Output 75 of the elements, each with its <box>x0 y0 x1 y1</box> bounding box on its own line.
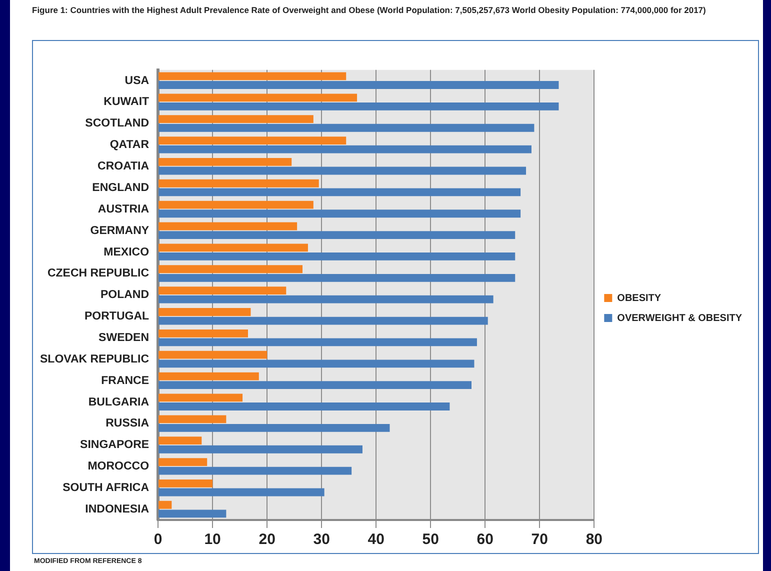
y-tick-label: SCOTLAND <box>85 118 150 130</box>
bar <box>158 372 259 380</box>
bar <box>158 145 532 154</box>
bar <box>158 188 521 196</box>
bar <box>158 316 488 325</box>
y-tick-label: FRANCE <box>101 374 150 387</box>
bar <box>158 329 248 338</box>
bar <box>158 445 362 454</box>
x-tick-label: 10 <box>204 531 221 548</box>
bar <box>158 308 251 316</box>
x-tick-label: 50 <box>422 531 439 548</box>
bar <box>158 338 477 346</box>
bar <box>158 94 358 102</box>
bar <box>158 115 314 124</box>
bar <box>158 252 516 260</box>
x-tick-label: 30 <box>313 531 330 548</box>
y-tick-label: MOROCCO <box>88 460 150 473</box>
y-tick-label: BULGARIA <box>88 396 150 408</box>
y-tick-label: QATAR <box>110 139 150 152</box>
bar <box>158 102 559 110</box>
bar <box>158 179 319 188</box>
y-tick-label: AUSTRIA <box>98 203 150 216</box>
bar <box>158 295 494 304</box>
bar <box>158 158 292 166</box>
bar <box>158 350 268 359</box>
bar <box>158 458 208 466</box>
bar <box>158 166 526 175</box>
x-tick-label: 20 <box>258 531 276 548</box>
bar <box>158 480 213 488</box>
y-tick-label: SOUTH AFRICA <box>62 482 150 494</box>
bar <box>158 244 308 252</box>
y-tick-label: GERMANY <box>90 224 150 237</box>
bar <box>158 394 243 402</box>
bar <box>158 381 472 390</box>
bar <box>158 231 516 239</box>
bar <box>158 265 303 274</box>
bar <box>158 274 516 282</box>
y-tick-label: KUWAIT <box>104 96 150 108</box>
bar <box>158 124 534 132</box>
bar <box>158 210 521 218</box>
y-tick-label: SWEDEN <box>98 332 150 344</box>
bar <box>158 415 226 424</box>
y-tick-label: MEXICO <box>104 246 150 258</box>
bar <box>158 360 474 368</box>
bar <box>158 402 450 410</box>
bar <box>158 510 226 518</box>
x-tick-label: 70 <box>531 531 548 548</box>
y-tick-label: POLAND <box>100 289 150 302</box>
bar <box>158 286 286 295</box>
chart-title: Figure 1: Countries with the Highest Adult Prevalence Rate of Overweight and Obese (World Population: 7,505,257,673 World Obesity Population: 774,000,000 for 2017) <box>32 4 707 16</box>
y-tick-label: PORTUGAL <box>84 310 150 323</box>
bar <box>158 436 202 445</box>
bar <box>158 424 390 432</box>
bar <box>158 466 352 475</box>
y-tick-label: SINGAPORE <box>80 439 150 452</box>
y-tick-label: SLOVAK REPUBLIC <box>40 353 150 366</box>
y-tick-label: CROATIA <box>98 160 150 173</box>
bar <box>158 136 346 144</box>
y-tick-label: RUSSIA <box>106 418 150 430</box>
bar <box>158 500 172 509</box>
y-tick-label: USA <box>124 74 150 87</box>
legend-label: OBESITY <box>617 292 662 304</box>
x-tick-label: 40 <box>368 531 384 548</box>
x-tick-label: 80 <box>586 531 603 548</box>
bar <box>158 81 559 89</box>
y-tick-label: CZECH REPUBLIC <box>47 268 150 280</box>
bar <box>158 488 324 496</box>
bar <box>158 72 346 80</box>
legend-label: OVERWEIGHT & OBESITY <box>617 312 742 324</box>
bar <box>158 200 314 209</box>
x-tick-label: 0 <box>154 531 162 548</box>
bar <box>158 222 298 230</box>
x-tick-label: 60 <box>476 531 494 548</box>
y-tick-label: ENGLAND <box>92 182 150 194</box>
y-tick-label: INDONESIA <box>85 503 150 516</box>
